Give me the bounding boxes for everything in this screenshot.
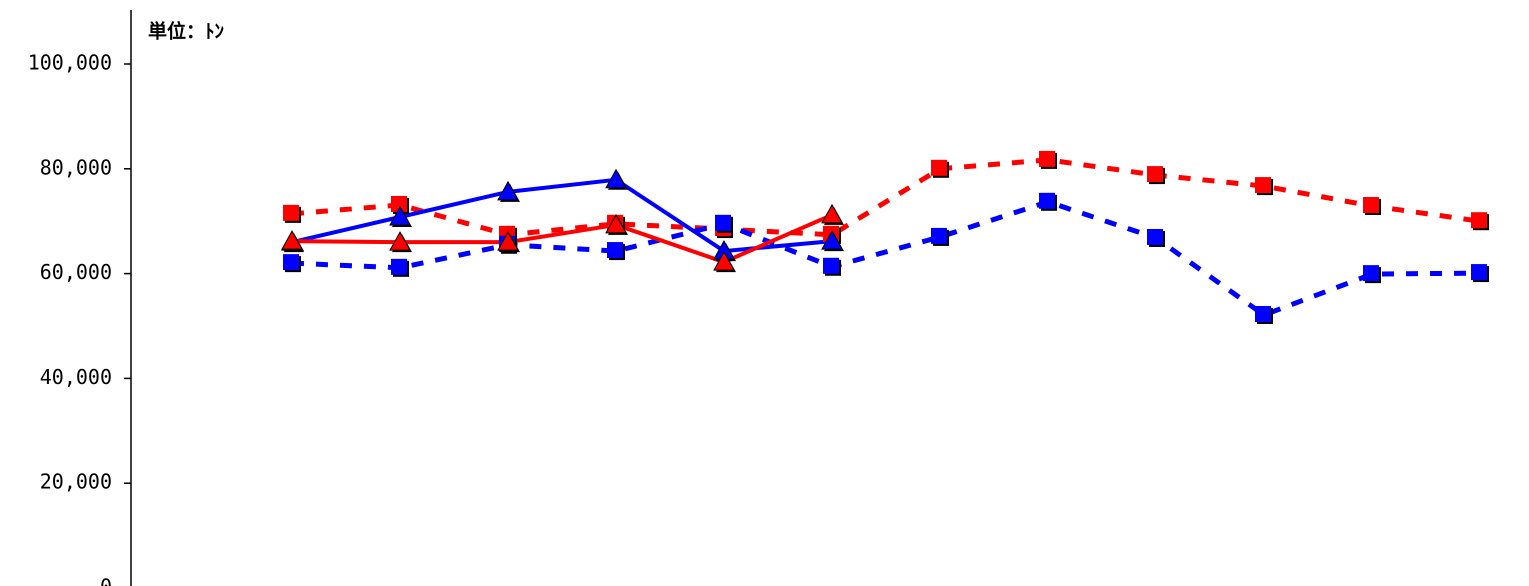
chart-title: 単位：ﾄﾝ [148, 20, 224, 43]
marker [821, 230, 843, 250]
marker [497, 180, 519, 201]
marker [283, 254, 299, 271]
marker [1147, 166, 1163, 183]
marker [389, 231, 411, 251]
series-line [291, 177, 833, 254]
marker [1471, 264, 1487, 281]
marker [607, 242, 623, 259]
marker [605, 213, 627, 234]
y-tick-label: 100,000 [28, 51, 112, 75]
marker [281, 230, 303, 250]
marker [1147, 228, 1163, 245]
marker [497, 231, 519, 251]
marker [1039, 150, 1055, 167]
marker [1363, 197, 1379, 214]
marker [1363, 265, 1379, 282]
marker [931, 159, 947, 176]
marker [389, 205, 411, 226]
series-line [291, 213, 833, 265]
marker [1039, 192, 1055, 209]
marker [1255, 305, 1271, 322]
y-tick-label: 20,000 [40, 470, 112, 494]
y-tick-label: 80,000 [40, 155, 112, 179]
series-line [291, 157, 1481, 238]
marker [1471, 212, 1487, 229]
y-tick-label: 40,000 [40, 365, 112, 389]
marker [823, 257, 839, 274]
marker [283, 204, 299, 221]
marker [605, 168, 627, 189]
marker [713, 251, 735, 271]
y-tick-label: 60,000 [40, 260, 112, 284]
series-line [291, 199, 1481, 318]
marker [391, 195, 407, 212]
marker [391, 258, 407, 275]
y-tick-label: 0 [100, 575, 112, 586]
marker [715, 214, 731, 231]
marker [931, 227, 947, 244]
marker [1255, 177, 1271, 194]
marker [821, 203, 843, 224]
